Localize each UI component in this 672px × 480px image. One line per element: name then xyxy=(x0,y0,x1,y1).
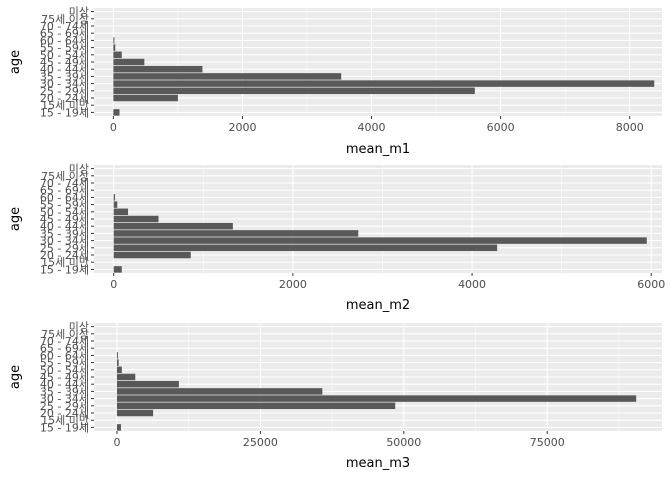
y-tick-label: 60 - 64세 xyxy=(40,349,89,362)
y-tick-label: 40 - 44세 xyxy=(40,378,89,391)
bar xyxy=(113,222,233,230)
y-axis-title: age xyxy=(8,50,23,74)
x-tick-label: 0 xyxy=(113,436,120,449)
y-tick-label: 미상 xyxy=(69,163,89,176)
y-tick-label: 45 - 49세 xyxy=(40,371,89,384)
bar xyxy=(113,244,498,252)
y-tick-label: 30 - 34세 xyxy=(40,393,89,406)
bar xyxy=(113,208,129,216)
y-tick-label: 75세 이상 xyxy=(41,13,89,26)
y-tick-label: 25 - 29세 xyxy=(40,400,89,413)
x-axis-title: mean_m2 xyxy=(346,298,410,313)
bar xyxy=(113,194,116,201)
y-tick-label: 50 - 54세 xyxy=(40,49,89,62)
bar xyxy=(116,409,154,417)
bar xyxy=(113,73,342,80)
bar xyxy=(116,395,637,402)
bar xyxy=(113,251,191,259)
y-tick-label: 미상 xyxy=(69,321,89,334)
y-tick-label: 60 - 64세 xyxy=(40,191,89,204)
x-tick-label: 2000 xyxy=(279,278,307,291)
x-tick-label: 8000 xyxy=(616,121,644,134)
y-tick-label: 40 - 44세 xyxy=(40,63,89,76)
y-tick-label: 15세 미만 xyxy=(41,99,89,112)
bar xyxy=(113,201,118,208)
bar xyxy=(113,58,145,66)
bar xyxy=(113,65,203,73)
y-tick-label: 70 - 74세 xyxy=(40,20,89,33)
y-tick-label: 25 - 29세 xyxy=(40,85,89,98)
bar xyxy=(113,80,655,87)
y-tick-label: 75세 이상 xyxy=(41,328,89,341)
y-tick-label: 45 - 49세 xyxy=(40,56,89,69)
x-tick-label: 0 xyxy=(110,278,117,291)
x-tick-label: 0 xyxy=(110,121,117,134)
y-tick-label: 50 - 54세 xyxy=(40,206,89,219)
x-tick-label: 6000 xyxy=(637,278,665,291)
y-tick-label: 미상 xyxy=(69,6,89,19)
y-axis-title: age xyxy=(8,207,23,231)
bar xyxy=(113,37,115,44)
bar xyxy=(116,380,179,388)
y-tick-label: 20 - 24세 xyxy=(40,249,89,262)
bar xyxy=(113,94,178,102)
y-tick-label: 45 - 49세 xyxy=(40,213,89,226)
bar xyxy=(113,87,475,95)
y-tick-label: 60 - 64세 xyxy=(40,34,89,47)
x-tick-label: 25000 xyxy=(243,436,278,449)
y-tick-label: 15세 미만 xyxy=(41,414,89,427)
x-tick-label: 4000 xyxy=(358,121,386,134)
y-tick-label: 30 - 34세 xyxy=(40,235,89,248)
y-tick-label: 75세 이상 xyxy=(41,170,89,183)
y-tick-label: 25 - 29세 xyxy=(40,242,89,255)
bar xyxy=(116,366,122,374)
x-axis-title: mean_m1 xyxy=(346,142,410,157)
bar xyxy=(116,373,136,381)
y-tick-label: 20 - 24세 xyxy=(40,407,89,420)
y-tick-label: 65 - 69세 xyxy=(40,184,89,197)
y-tick-label: 50 - 54세 xyxy=(40,364,89,377)
bar xyxy=(116,424,121,431)
bar xyxy=(113,215,159,223)
y-tick-label: 15 - 19세 xyxy=(40,263,89,276)
y-tick-label: 55 - 59세 xyxy=(40,199,89,212)
bar xyxy=(116,352,118,359)
x-tick-label: 75000 xyxy=(530,436,565,449)
bar xyxy=(113,51,122,59)
y-tick-label: 70 - 74세 xyxy=(40,335,89,348)
y-tick-label: 30 - 34세 xyxy=(40,78,89,91)
y-tick-label: 15세 미만 xyxy=(41,256,89,269)
x-tick-label: 4000 xyxy=(458,278,486,291)
x-tick-label: 6000 xyxy=(487,121,515,134)
bar xyxy=(116,359,119,366)
y-tick-label: 15 - 19세 xyxy=(40,106,89,119)
y-tick-label: 15 - 19세 xyxy=(40,421,89,434)
y-tick-label: 55 - 59세 xyxy=(40,42,89,55)
bar xyxy=(113,266,122,273)
y-tick-label: 35 - 39세 xyxy=(40,70,89,83)
bar xyxy=(113,230,359,237)
y-tick-label: 35 - 39세 xyxy=(40,227,89,240)
bar xyxy=(116,402,396,410)
x-axis-title: mean_m3 xyxy=(346,456,410,471)
x-tick-label: 50000 xyxy=(386,436,421,449)
bar xyxy=(113,109,120,116)
y-tick-label: 70 - 74세 xyxy=(40,177,89,190)
bar xyxy=(116,388,323,395)
y-tick-label: 35 - 39세 xyxy=(40,385,89,398)
x-tick-label: 2000 xyxy=(228,121,256,134)
y-tick-label: 65 - 69세 xyxy=(40,27,89,40)
bar xyxy=(113,237,647,244)
y-tick-label: 55 - 59세 xyxy=(40,357,89,370)
y-axis-title: age xyxy=(8,365,23,389)
y-tick-label: 65 - 69세 xyxy=(40,342,89,355)
y-tick-label: 40 - 44세 xyxy=(40,220,89,233)
y-tick-label: 20 - 24세 xyxy=(40,92,89,105)
bar xyxy=(113,44,116,51)
